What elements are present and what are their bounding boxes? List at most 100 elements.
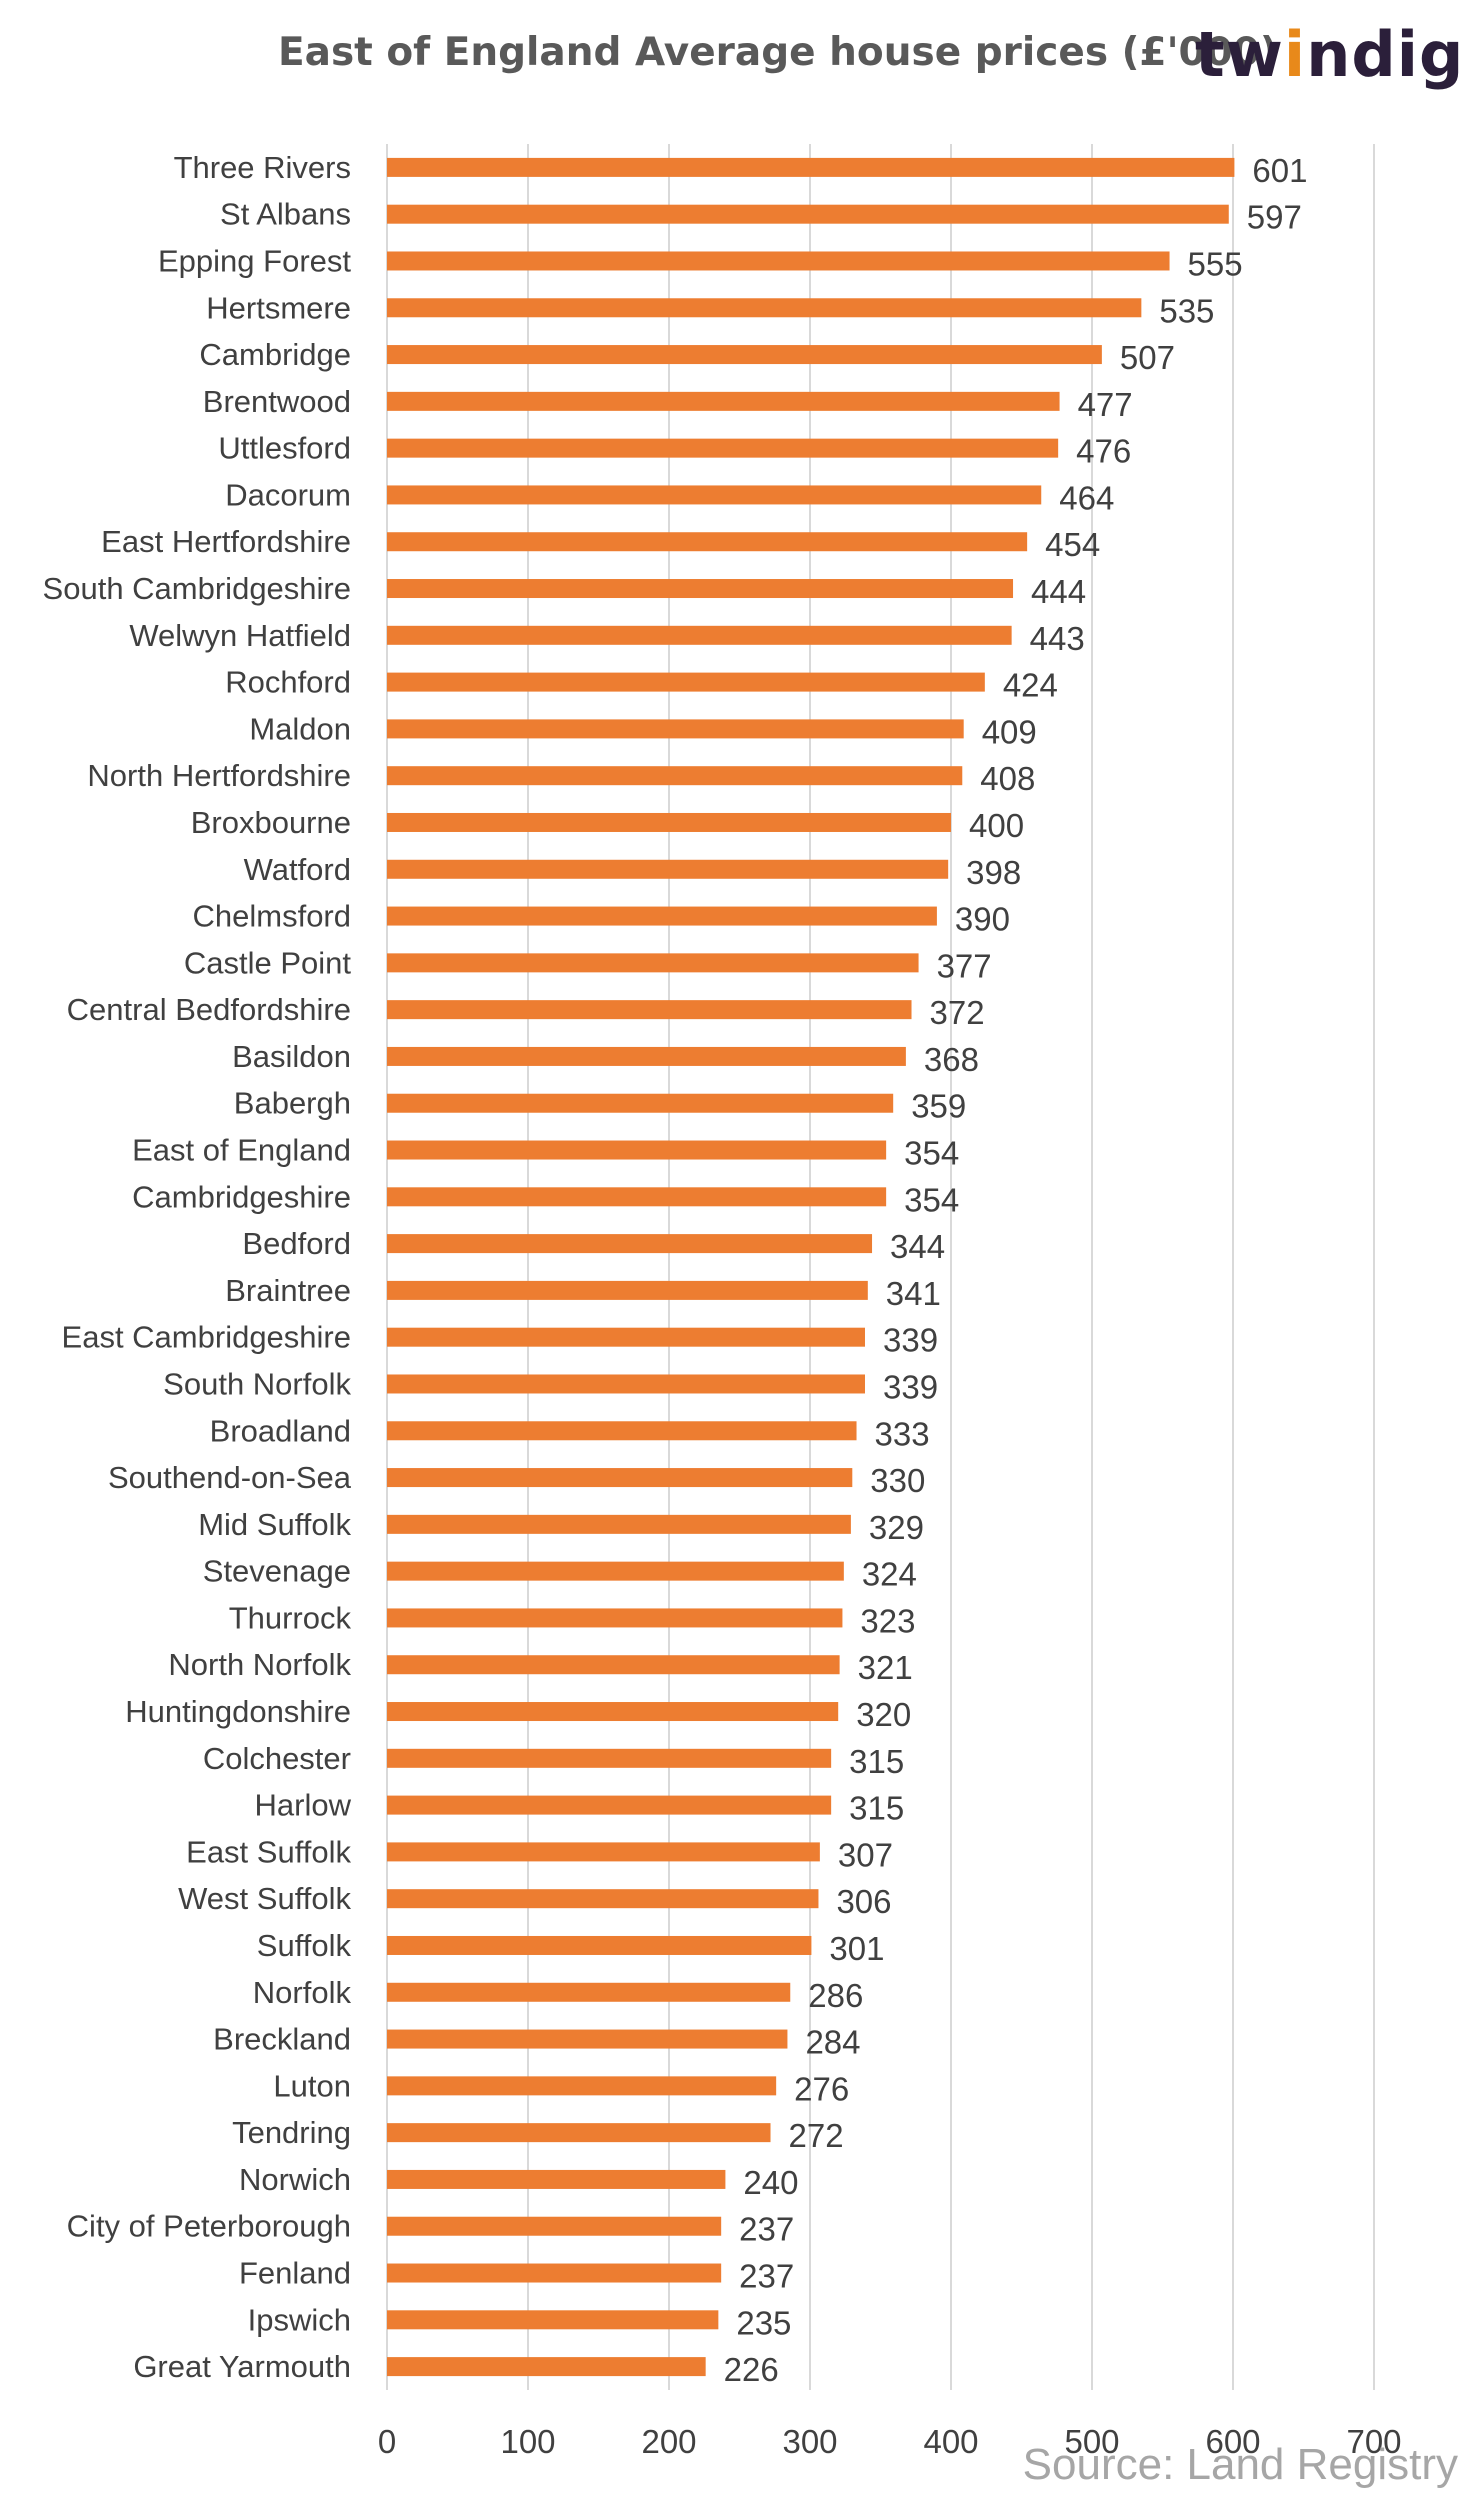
category-label: Braintree (225, 1273, 351, 1308)
data-label: 372 (930, 994, 985, 1031)
data-label: 408 (980, 760, 1035, 797)
data-label: 323 (860, 1602, 915, 1639)
category-label: Norfolk (253, 1975, 352, 2010)
bar (387, 1000, 912, 1020)
data-label: 390 (955, 901, 1010, 938)
bar (387, 1327, 865, 1347)
data-label: 398 (966, 854, 1021, 891)
data-label: 341 (886, 1275, 941, 1312)
bar (387, 1842, 820, 1862)
data-label: 377 (937, 947, 992, 984)
category-label: Hertsmere (206, 290, 351, 325)
category-label: Rochford (225, 665, 351, 700)
category-label: Breckland (213, 2022, 351, 2057)
bar (387, 1982, 791, 2002)
data-label: 354 (904, 1181, 959, 1218)
data-label: 329 (869, 1509, 924, 1546)
category-label: Welwyn Hatfield (129, 618, 351, 653)
category-label: Broadland (210, 1413, 351, 1448)
data-label: 400 (969, 807, 1024, 844)
brand-logo: twindig (1195, 18, 1464, 91)
bar (387, 2123, 771, 2143)
data-label: 276 (794, 2070, 849, 2107)
category-label: Southend-on-Sea (108, 1460, 352, 1495)
data-label: 237 (739, 2211, 794, 2248)
bar (387, 1421, 857, 1441)
data-label: 320 (856, 1696, 911, 1733)
category-label: Chelmsford (193, 899, 352, 934)
data-label: 321 (858, 1649, 913, 1686)
gridlines (386, 144, 1375, 2390)
bar (387, 485, 1042, 505)
category-label: Castle Point (184, 945, 352, 980)
bar (387, 859, 949, 879)
category-label: Uttlesford (218, 431, 351, 466)
category-label: Bedford (242, 1226, 351, 1261)
category-label: East Hertfordshire (101, 524, 351, 559)
data-label: 454 (1045, 526, 1100, 563)
x-tick-label: 200 (641, 2423, 696, 2460)
category-label: Brentwood (203, 384, 351, 419)
bars (387, 157, 1235, 2377)
bar (387, 1374, 865, 1394)
data-label: 409 (982, 713, 1037, 750)
bar (387, 2216, 722, 2236)
x-tick-label: 0 (378, 2423, 396, 2460)
bar (387, 1140, 887, 1160)
category-label: Ipswich (248, 2302, 351, 2337)
category-label: City of Peterborough (67, 2209, 351, 2244)
bar (387, 812, 951, 832)
data-label: 339 (883, 1368, 938, 1405)
data-label: 444 (1031, 573, 1086, 610)
bar (387, 1093, 894, 1113)
category-labels: Three Rivers St Albans Epping Forest Hertsm… (43, 150, 352, 2384)
data-label: 601 (1252, 152, 1307, 189)
category-label: Thurrock (229, 1600, 352, 1635)
category-label: Epping Forest (158, 243, 351, 278)
category-label: Huntingdonshire (125, 1694, 351, 1729)
category-label: Luton (273, 2068, 351, 2103)
data-label: 226 (724, 2351, 779, 2388)
bar (387, 2310, 719, 2330)
category-label: Fenland (239, 2256, 351, 2291)
category-label: Three Rivers (174, 150, 351, 185)
data-label: 597 (1247, 199, 1302, 236)
data-label: 359 (911, 1088, 966, 1125)
category-label: Colchester (203, 1741, 351, 1776)
bar (387, 391, 1060, 411)
bar (387, 1187, 887, 1207)
bar (387, 1748, 832, 1768)
data-label: 284 (805, 2024, 860, 2061)
data-label: 368 (924, 1041, 979, 1078)
bar (387, 2029, 788, 2049)
bar (387, 2076, 777, 2096)
bar (387, 1514, 851, 1534)
x-tick-label: 100 (500, 2423, 555, 2460)
category-label: Babergh (234, 1086, 351, 1121)
data-label: 354 (904, 1135, 959, 1172)
bar (387, 251, 1170, 271)
data-label: 535 (1159, 292, 1214, 329)
category-label: North Norfolk (168, 1647, 351, 1682)
data-label: 477 (1078, 386, 1133, 423)
bar (387, 719, 964, 739)
category-label: Maldon (249, 711, 351, 746)
bar (387, 579, 1014, 599)
bar (387, 438, 1059, 458)
data-label: 443 (1030, 620, 1085, 657)
bar (387, 1889, 819, 1909)
bar (387, 2357, 706, 2377)
data-label: 330 (870, 1462, 925, 1499)
data-label: 333 (875, 1415, 930, 1452)
category-label: Suffolk (257, 1928, 352, 1963)
bar (387, 1046, 906, 1066)
category-label: Norwich (239, 2162, 351, 2197)
x-tick-label: 300 (782, 2423, 837, 2460)
chart-title: East of England Average house prices (£'… (278, 30, 1278, 75)
category-label: North Hertfordshire (87, 758, 351, 793)
category-label: St Albans (220, 197, 351, 232)
bar (387, 1280, 868, 1300)
x-tick-label: 700 (1346, 2423, 1401, 2460)
